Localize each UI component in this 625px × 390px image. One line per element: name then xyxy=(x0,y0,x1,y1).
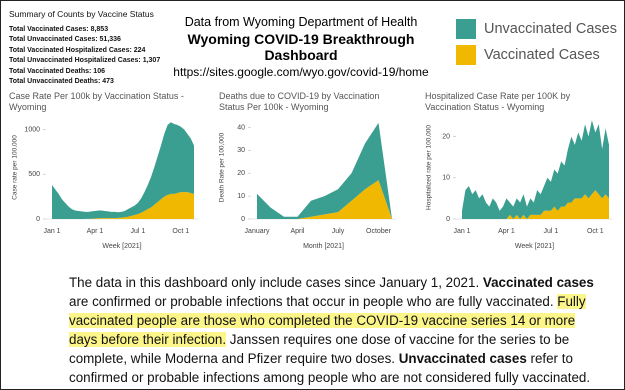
summary-row: Total Unvaccinated Cases: 51,336 xyxy=(9,35,179,46)
summary-row: Total Vaccinated Deaths: 106 xyxy=(9,67,179,78)
note-text: The data in this dashboard only include … xyxy=(69,275,483,290)
y-tick-label: 10 xyxy=(442,175,450,182)
summary-value: 106 xyxy=(93,67,105,75)
x-tick-label: Jul 1 xyxy=(130,228,145,235)
y-axis-label: Death Rate per 100,000 xyxy=(219,132,226,202)
chart-title: Hospitalized Case Rate per 100K by Vacci… xyxy=(425,91,571,112)
summary-value: 224 xyxy=(133,46,146,54)
y-tick-label: 10 xyxy=(237,193,245,200)
legend-swatch xyxy=(456,19,476,39)
note-text: Vaccinated cases xyxy=(482,275,594,290)
x-tick-label: July xyxy=(332,228,345,235)
note-text: refer to confirmed or probable infection… xyxy=(69,351,591,385)
x-tick-label: April xyxy=(290,228,304,235)
y-axis-label: Hospitalized rate per 100,000 xyxy=(426,125,433,210)
y-tick-label: 40 xyxy=(237,124,245,131)
x-tick-label: January xyxy=(245,228,270,235)
area xyxy=(257,122,392,219)
x-tick-label: Jan 1 xyxy=(43,228,60,235)
chart-title: Deaths due to COVID-19 by Vaccination St… xyxy=(219,91,380,112)
y-tick-label: 500 xyxy=(28,171,40,178)
y-tick-label: 0 xyxy=(446,216,450,223)
x-axis-label: Week [2021] xyxy=(515,243,554,250)
x-axis-label: Month [2021] xyxy=(303,243,344,250)
area xyxy=(462,120,609,219)
summary-row: Total Unvaccinated Deaths: 473 xyxy=(9,77,179,88)
y-tick-label: 0 xyxy=(241,216,245,223)
summary-label: Total Vaccinated Deaths: xyxy=(9,67,92,75)
area xyxy=(52,192,194,219)
x-axis-label: Week [2021] xyxy=(102,243,141,250)
y-axis-label: Case rate per 100,000 xyxy=(12,135,19,200)
y-tick-label: 20 xyxy=(442,133,450,140)
summary-value: 1,307 xyxy=(142,57,161,64)
note-text: Unvaccinated cases xyxy=(398,351,527,366)
summary-label: Total Unvaccinated Cases: xyxy=(9,36,98,43)
summary-title: Summary of Counts by Vaccine Status xyxy=(9,9,154,19)
legend-item: Unvaccinated Cases xyxy=(456,19,617,39)
y-tick-label: 0 xyxy=(36,216,40,223)
summary-label: Total Vaccinated Hospitalized Cases: xyxy=(9,46,132,54)
summary-label: Total Unvaccinated Hospitalized Cases: xyxy=(9,57,141,64)
summary-label: Total Unvaccinated Deaths: xyxy=(9,78,101,85)
area xyxy=(52,122,194,219)
x-tick-label: Jul 1 xyxy=(543,228,558,235)
summary-value: 8,853 xyxy=(90,25,109,33)
x-tick-label: Jan 1 xyxy=(453,228,470,235)
source: Data from Wyoming Department of Health xyxy=(184,15,418,29)
x-tick-label: Oct 1 xyxy=(172,228,189,235)
header: Data from Wyoming Department of Health W… xyxy=(151,15,451,79)
summary-row: Total Vaccinated Cases: 8,853 xyxy=(9,25,179,36)
x-tick-label: Apr 1 xyxy=(87,228,104,235)
chart-title: Case Rate Per 100k by Vaccination Status… xyxy=(9,91,184,112)
y-tick-label: 20 xyxy=(237,170,245,177)
url: https://sites.google.com/wyo.gov/covid-1… xyxy=(173,65,429,79)
legend-label: Vaccinated Cases xyxy=(484,47,600,63)
x-tick-label: Oct 1 xyxy=(587,228,604,235)
legend-swatch xyxy=(456,45,476,65)
legend-item: Vaccinated Cases xyxy=(456,45,600,65)
area xyxy=(462,190,609,219)
x-tick-label: October xyxy=(366,228,392,235)
summary-value: 51,336 xyxy=(99,36,121,43)
y-tick-label: 30 xyxy=(237,147,245,154)
note-text: are confirmed or probable infections tha… xyxy=(69,294,558,309)
note: The data in this dashboard only include … xyxy=(69,273,605,387)
note-text: Janssen requires one dose of vaccine for… xyxy=(69,332,570,366)
summary: Summary of Counts by Vaccine Status Tota… xyxy=(9,9,179,88)
area xyxy=(257,180,392,219)
legend-label: Unvaccinated Cases xyxy=(484,21,617,37)
summary-row: Total Unvaccinated Hospitalized Cases: 1… xyxy=(9,56,179,67)
title: Wyoming COVID-19 Breakthrough Dashboard xyxy=(187,31,415,63)
summary-row: Total Vaccinated Hospitalized Cases: 224 xyxy=(9,46,179,57)
summary-label: Total Vaccinated Cases: xyxy=(9,25,89,33)
y-tick-label: 1000 xyxy=(24,126,40,133)
summary-value: 473 xyxy=(102,78,114,85)
x-tick-label: Apr 1 xyxy=(498,228,515,235)
